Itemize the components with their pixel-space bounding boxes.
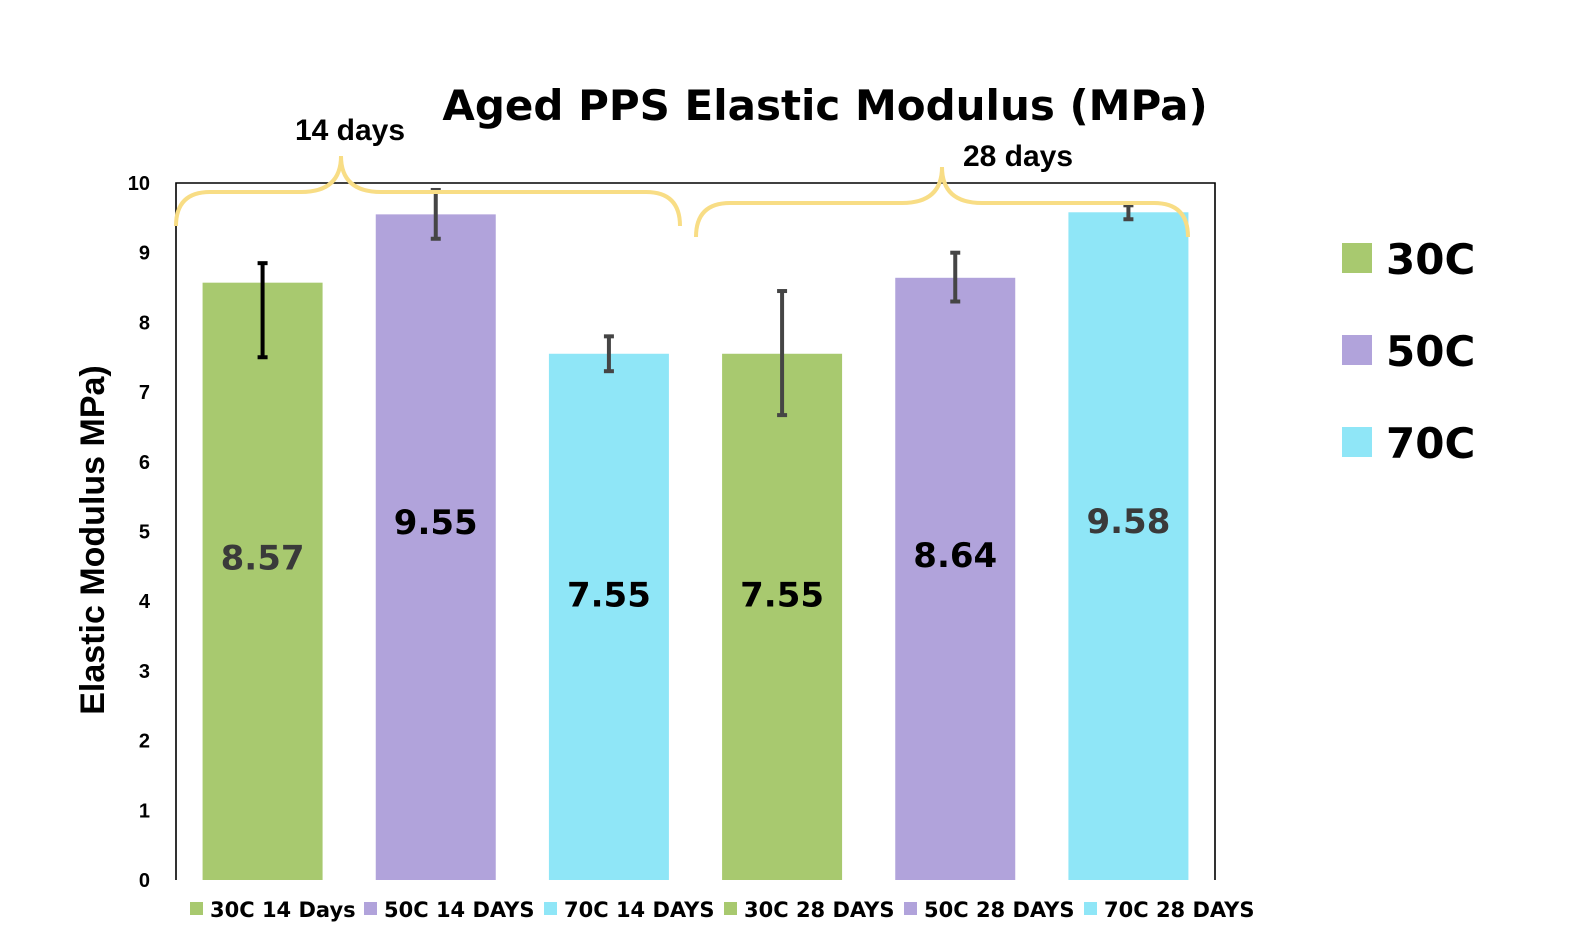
legend-swatch (190, 902, 203, 915)
group-label: 28 days (963, 140, 1073, 173)
legend-label: 70C (1386, 419, 1475, 468)
legend-swatch (364, 902, 377, 915)
data-label: 8.57 (221, 538, 305, 578)
brace (174, 155, 682, 227)
data-labels: 8.57 9.55 7.55 7.55 8.64 9.58 (221, 502, 1171, 616)
y-tick-label: 2 (139, 731, 150, 753)
y-axis-ticks: 0 1 2 3 4 5 6 7 8 9 10 (128, 173, 151, 892)
legend-swatch (1342, 243, 1372, 273)
y-tick-label: 10 (128, 173, 150, 195)
y-tick-label: 8 (139, 312, 150, 334)
legend-label: 70C 14 DAYS (564, 898, 715, 922)
bar (1068, 212, 1189, 881)
legend-label: 50C 28 DAYS (924, 898, 1075, 922)
plot-border (175, 182, 1216, 880)
chart-title: Aged PPS Elastic Modulus (MPa) (442, 81, 1207, 130)
data-label: 9.55 (394, 503, 478, 543)
data-label: 9.58 (1086, 502, 1170, 542)
error-bars (257, 187, 1134, 418)
legend-label: 50C (1386, 327, 1475, 376)
brace (694, 166, 1190, 238)
bar (895, 277, 1016, 880)
legend-label: 30C (1386, 235, 1475, 284)
bar (375, 214, 496, 881)
legend-label: 30C 14 Days (210, 898, 356, 922)
y-tick-label: 3 (139, 661, 150, 683)
legend-swatch (904, 902, 917, 915)
legend-label: 30C 28 DAYS (744, 898, 895, 922)
group-braces: 14 days 28 days (174, 114, 1190, 238)
y-tick-label: 7 (139, 382, 150, 404)
y-axis-label: Elastic Modulus MPa) (74, 365, 112, 715)
data-label: 7.55 (740, 575, 824, 615)
data-label: 7.55 (567, 575, 651, 615)
y-tick-label: 5 (139, 522, 150, 544)
y-tick-label: 9 (139, 243, 150, 265)
y-tick-label: 0 (139, 870, 150, 892)
bars (202, 212, 1189, 881)
bar (202, 282, 323, 880)
legend-swatch (1084, 902, 1097, 915)
group-label: 14 days (295, 114, 405, 147)
bar (548, 353, 669, 880)
series-legend: 30C 50C 70C (1342, 235, 1475, 468)
y-tick-label: 4 (139, 591, 151, 613)
legend-swatch (724, 902, 737, 915)
legend-label: 70C 28 DAYS (1104, 898, 1255, 922)
legend-swatch (544, 902, 557, 915)
bar (722, 353, 843, 880)
data-label: 8.64 (913, 536, 997, 576)
plot-area (175, 182, 1216, 880)
legend-label: 50C 14 DAYS (384, 898, 535, 922)
category-legend: 30C 14 Days 50C 14 DAYS 70C 14 DAYS 30C 28 … (190, 898, 1255, 922)
y-tick-label: 6 (139, 452, 150, 474)
y-tick-label: 1 (139, 800, 150, 822)
legend-swatch (1342, 427, 1372, 457)
legend-swatch (1342, 335, 1372, 365)
